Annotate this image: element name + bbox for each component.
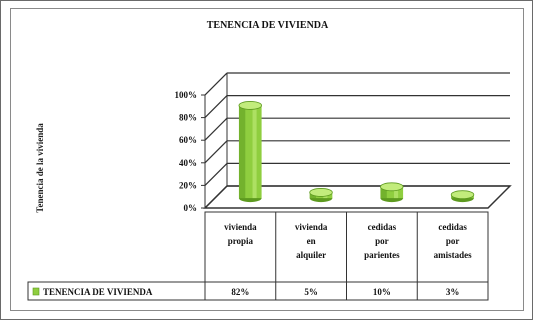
legend-series-name: TENENCIA DE VIVIENDA [43, 287, 153, 297]
bar-2 [380, 182, 404, 203]
y-tick-label: 80% [179, 113, 197, 123]
data-label: 10% [373, 287, 391, 297]
legend-swatch [32, 287, 40, 296]
category-label: cedidas [438, 222, 467, 232]
category-label: por [375, 236, 389, 246]
category-label: alquiler [296, 250, 326, 260]
chart-area [10, 8, 524, 311]
gridline-side [204, 140, 228, 164]
bar-3 [450, 190, 475, 203]
category-label: parientes [364, 250, 400, 260]
category-label: por [446, 236, 460, 246]
category-label: cedidas [368, 222, 397, 232]
y-tick-label: 100% [175, 90, 198, 100]
data-label: 5% [304, 287, 318, 297]
bar-top [309, 188, 333, 197]
gridline-side [204, 117, 228, 141]
bar-top [380, 182, 404, 192]
gridline-side [204, 72, 228, 96]
y-tick-label: 20% [179, 180, 197, 190]
chart-title: TENENCIA DE VIVIENDA [206, 20, 329, 31]
bar-highlight [394, 186, 399, 199]
category-label: vivienda [224, 222, 257, 232]
legend-cell [27, 281, 206, 301]
bar-shade [380, 186, 387, 199]
gridline-side [204, 162, 228, 186]
bar-highlight [252, 105, 257, 199]
data-label: 82% [231, 287, 249, 297]
category-label: propia [228, 236, 254, 246]
bar-shade [238, 105, 246, 199]
y-tick-label: 0% [184, 203, 198, 213]
category-label: vivienda [295, 222, 328, 232]
gridline-side [204, 185, 228, 209]
category-label: en [307, 236, 316, 246]
gridline-side [204, 95, 228, 119]
y-tick-label: 60% [179, 135, 197, 145]
y-tick-label: 40% [179, 158, 197, 168]
category-label: amistades [434, 250, 472, 260]
bar-0 [238, 101, 262, 203]
data-label: 3% [446, 287, 460, 297]
bar-top [238, 101, 262, 110]
bar-1 [309, 188, 333, 203]
bar-top [450, 190, 475, 200]
bar-body [380, 186, 404, 199]
